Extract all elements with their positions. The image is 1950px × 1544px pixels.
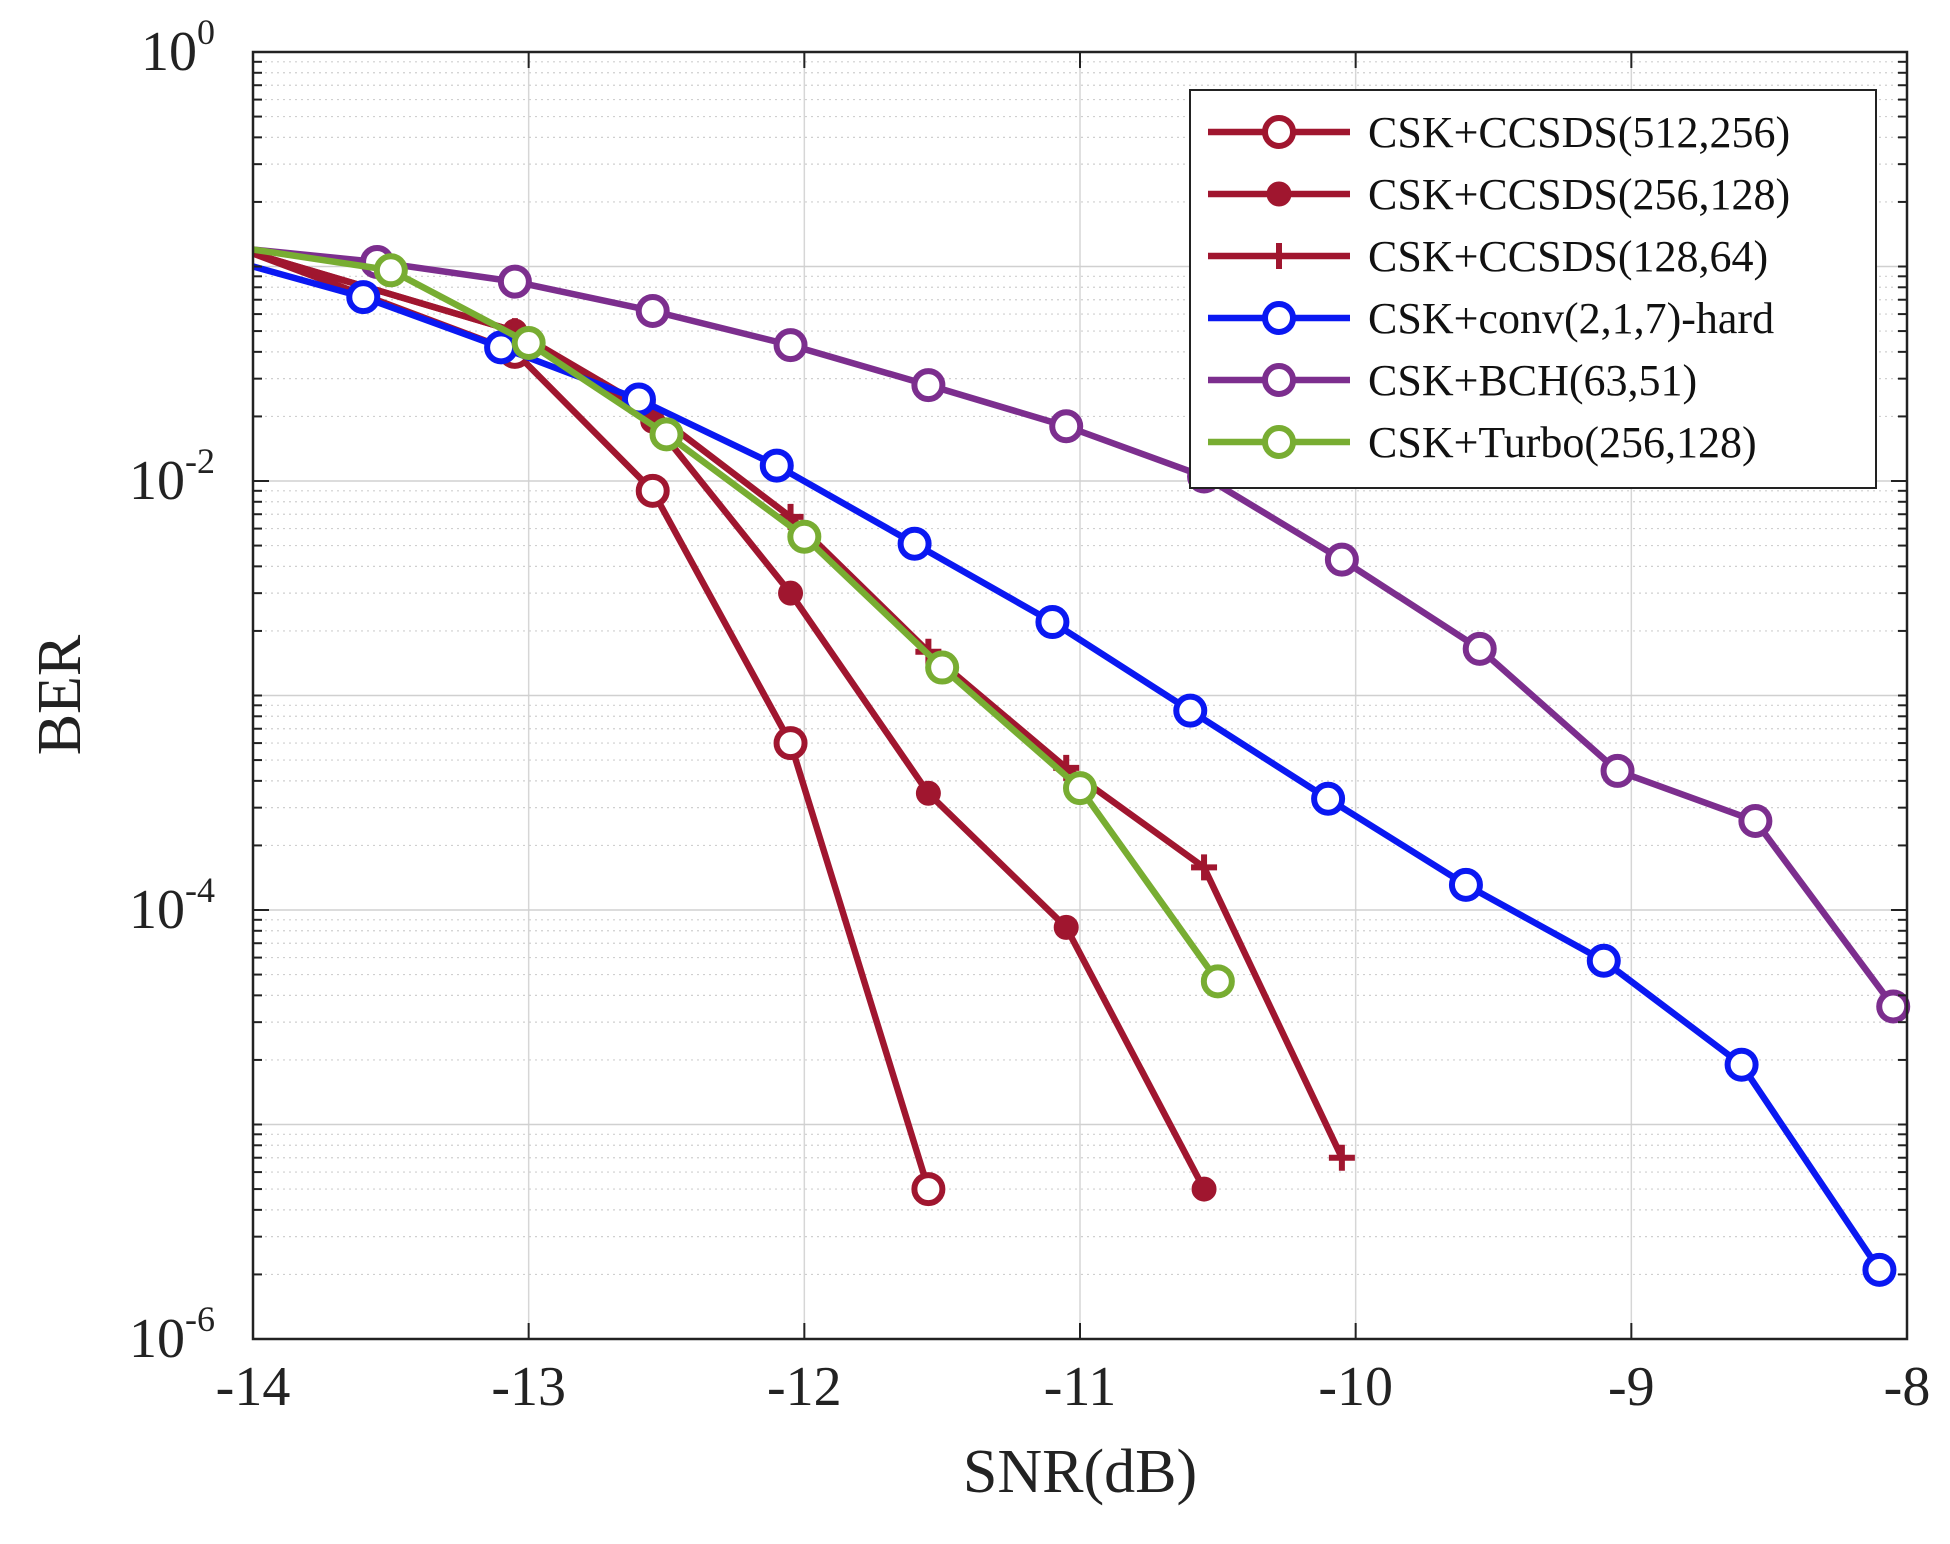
- data-point-marker: [635, 473, 670, 508]
- legend-label: CSK+CCSDS(256,128): [1368, 170, 1790, 219]
- y-tick-label: 10-2: [129, 441, 215, 512]
- data-point-marker: [925, 650, 960, 685]
- data-point-marker: [1191, 854, 1218, 881]
- data-point-marker: [1724, 1047, 1759, 1082]
- x-tick-label: -8: [1884, 1356, 1931, 1418]
- data-point-marker: [778, 580, 804, 606]
- series-layer: [253, 244, 1911, 1287]
- data-point-marker: [911, 368, 946, 403]
- data-point-marker: [373, 253, 408, 288]
- x-tick-label: -12: [767, 1356, 842, 1418]
- data-point-marker: [897, 526, 932, 561]
- legend-item: CSK+BCH(63,51): [1208, 356, 1697, 405]
- data-point-marker: [635, 294, 670, 329]
- y-axis-label: BER: [26, 634, 94, 755]
- data-point-marker: [1311, 781, 1346, 816]
- data-point-marker: [1035, 605, 1070, 640]
- legend-item: CSK+conv(2,1,7)-hard: [1208, 294, 1774, 343]
- series-5: [253, 244, 1911, 1024]
- y-tick-exponent: -4: [185, 870, 215, 910]
- data-point-marker: [787, 519, 822, 554]
- x-axis-label: SNR(dB): [963, 1438, 1197, 1506]
- data-point-marker: [1262, 301, 1296, 335]
- data-point-marker: [1063, 771, 1097, 806]
- data-point-marker: [1191, 1176, 1217, 1202]
- legend-item: CSK+CCSDS(128,64): [1208, 232, 1768, 281]
- y-tick-label: 100: [141, 12, 215, 83]
- data-point-marker: [1324, 542, 1359, 577]
- y-tick-exponent: 0: [197, 12, 215, 52]
- data-point-marker: [1738, 803, 1773, 838]
- data-point-marker: [511, 325, 546, 360]
- data-point-marker: [1600, 753, 1635, 788]
- legend-box: [1189, 89, 1877, 489]
- data-point-marker: [1262, 425, 1296, 459]
- data-point-marker: [1053, 914, 1079, 940]
- data-point-marker: [497, 264, 532, 299]
- data-point-marker: [1200, 964, 1235, 999]
- legend-label: CSK+CCSDS(128,64): [1368, 232, 1768, 281]
- data-point-marker: [484, 330, 519, 365]
- x-tick-label: -9: [1608, 1356, 1655, 1418]
- data-point-marker: [1876, 989, 1911, 1024]
- data-point-marker: [1862, 1252, 1897, 1287]
- legend: CSK+CCSDS(512,256) CSK+CCSDS(256,128) CSK+…: [1189, 89, 1877, 489]
- y-tick-exponent: -2: [185, 441, 215, 481]
- y-tick-label: 10-4: [129, 870, 215, 941]
- data-point-marker: [773, 328, 808, 363]
- x-tick-label: -11: [1044, 1356, 1117, 1418]
- data-point-marker: [1586, 943, 1621, 978]
- series-6: [253, 246, 1235, 999]
- series-line: [253, 246, 1221, 984]
- data-point-marker: [1462, 631, 1497, 666]
- legend-label: CSK+CCSDS(512,256): [1368, 108, 1790, 157]
- data-point-marker: [346, 280, 381, 315]
- data-point-marker: [773, 726, 808, 761]
- series-4: [253, 263, 1897, 1287]
- x-tick-label: -13: [491, 1356, 566, 1418]
- data-point-marker: [1173, 693, 1208, 728]
- legend-item: CSK+CCSDS(512,256): [1208, 108, 1790, 157]
- tick-labels: -14 -13 -12 -11 -10 -9 -8 100 10-2 10-4 10-6: [129, 12, 1930, 1418]
- x-tick-label: -10: [1318, 1356, 1393, 1418]
- data-point-marker: [915, 780, 941, 806]
- data-point-marker: [1266, 181, 1292, 207]
- legend-item: CSK+Turbo(256,128): [1208, 418, 1757, 467]
- data-point-marker: [1049, 409, 1084, 444]
- data-point-marker: [1262, 363, 1296, 397]
- data-point-marker: [1266, 243, 1292, 269]
- y-tick-label: 10-6: [129, 1299, 215, 1370]
- y-tick-exponent: -6: [185, 1299, 215, 1339]
- legend-label: CSK+BCH(63,51): [1368, 356, 1697, 405]
- data-point-marker: [1448, 867, 1483, 902]
- data-point-marker: [759, 448, 794, 483]
- data-point-marker: [1328, 1144, 1355, 1171]
- legend-label: CSK+conv(2,1,7)-hard: [1368, 294, 1774, 343]
- data-point-marker: [649, 417, 684, 452]
- data-point-marker: [1262, 115, 1296, 149]
- legend-item: CSK+CCSDS(256,128): [1208, 170, 1790, 219]
- data-point-marker: [911, 1172, 946, 1207]
- ticks: [252, 51, 1908, 1340]
- legend-label: CSK+Turbo(256,128): [1368, 418, 1757, 467]
- x-tick-label: -14: [216, 1356, 291, 1418]
